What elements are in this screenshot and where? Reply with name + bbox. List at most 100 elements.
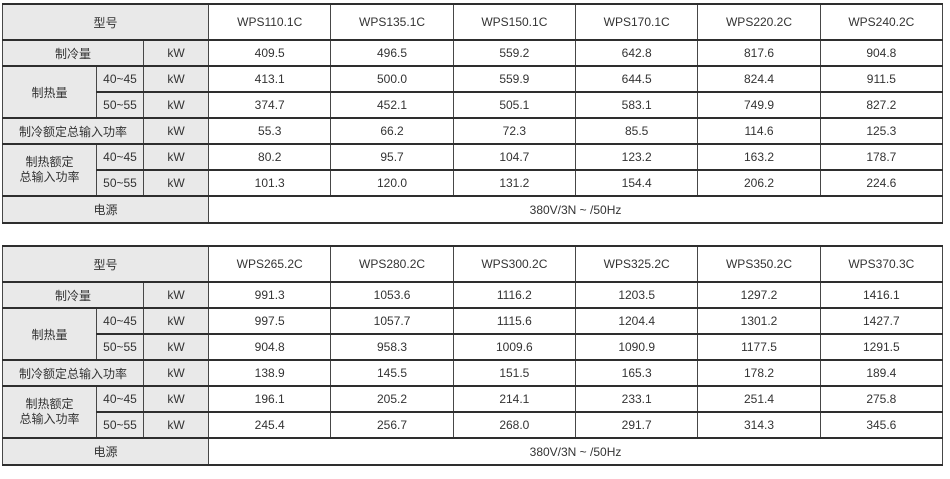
value-cell: 827.2 xyxy=(819,91,944,119)
power-supply-row: 电源 380V/3N ~ /50Hz xyxy=(1,437,943,466)
value-cell: 644.5 xyxy=(575,65,699,93)
range-cell: 50~55 xyxy=(96,411,144,439)
cooling-input-power-row: 制冷额定总输入功率 kW 138.9 145.5 151.5 165.3 178… xyxy=(2,359,944,387)
heating-input-power-row-50-55: 50~55 kW 245.4 256.7 268.0 291.7 314.3 3… xyxy=(3,411,944,439)
range-cell: 50~55 xyxy=(96,91,144,119)
model-row-label: 型号 xyxy=(1,3,210,41)
row-label-cell: 制冷额定总输入功率 xyxy=(2,117,144,145)
value-cell: 66.2 xyxy=(330,117,454,145)
value-cell: 138.9 xyxy=(208,359,332,387)
unit-cell: kW xyxy=(142,281,210,309)
model-row-label: 型号 xyxy=(1,245,210,283)
model-cell: WPS350.2C xyxy=(697,245,821,283)
unit-cell: kW xyxy=(142,385,210,413)
value-cell: 1090.9 xyxy=(575,333,699,361)
page: 型号 WPS110.1C WPS135.1C WPS150.1C WPS170.… xyxy=(1,3,944,466)
model-cell: WPS370.3C xyxy=(819,245,944,283)
unit-cell: kW xyxy=(142,39,210,67)
value-cell: 1177.5 xyxy=(697,333,821,361)
value-cell: 1297.2 xyxy=(697,281,821,309)
power-supply-value: 380V/3N ~ /50Hz xyxy=(208,437,943,466)
value-cell: 911.5 xyxy=(819,65,944,93)
heating-capacity-row-40-45: 制热量 40~45 kW 413.1 500.0 559.9 644.5 824… xyxy=(2,65,944,119)
value-cell: 165.3 xyxy=(575,359,699,387)
model-cell: WPS220.2C xyxy=(697,3,821,41)
value-cell: 214.1 xyxy=(452,385,577,413)
model-cell: WPS280.2C xyxy=(330,245,454,283)
value-cell: 1057.7 xyxy=(330,307,454,335)
heating-input-power-row-40-45: 制热额定 总输入功率 40~45 kW 80.2 95.7 104.7 123.… xyxy=(2,143,944,197)
value-cell: 154.4 xyxy=(575,169,699,197)
unit-cell: kW xyxy=(142,169,210,197)
model-cell: WPS240.2C xyxy=(819,3,944,41)
model-row: 型号 WPS265.2C WPS280.2C WPS300.2C WPS325.… xyxy=(1,245,944,283)
value-cell: 291.7 xyxy=(575,411,699,439)
row-label-cell: 制热量 xyxy=(2,307,97,361)
heating-capacity-row-50-55: 50~55 kW 374.7 452.1 505.1 583.1 749.9 8… xyxy=(3,91,944,119)
heating-capacity-row-40-45: 制热量 40~45 kW 997.5 1057.7 1115.6 1204.4 … xyxy=(2,307,944,361)
value-cell: 224.6 xyxy=(819,169,944,197)
value-cell: 151.5 xyxy=(452,359,577,387)
power-supply-value: 380V/3N ~ /50Hz xyxy=(208,195,943,224)
value-cell: 104.7 xyxy=(452,143,577,171)
value-cell: 500.0 xyxy=(330,65,454,93)
unit-cell: kW xyxy=(142,359,210,387)
value-cell: 268.0 xyxy=(452,411,577,439)
value-cell: 1009.6 xyxy=(452,333,577,361)
value-cell: 233.1 xyxy=(575,385,699,413)
unit-cell: kW xyxy=(142,65,210,93)
row-label-cell: 制冷量 xyxy=(2,39,144,67)
value-cell: 125.3 xyxy=(819,117,944,145)
unit-cell: kW xyxy=(142,117,210,145)
value-cell: 55.3 xyxy=(208,117,332,145)
value-cell: 997.5 xyxy=(208,307,332,335)
model-cell: WPS300.2C xyxy=(452,245,577,283)
value-cell: 904.8 xyxy=(819,39,944,67)
model-row: 型号 WPS110.1C WPS135.1C WPS150.1C WPS170.… xyxy=(1,3,944,41)
model-cell: WPS265.2C xyxy=(208,245,332,283)
value-cell: 275.8 xyxy=(819,385,944,413)
unit-cell: kW xyxy=(142,333,210,361)
value-cell: 817.6 xyxy=(697,39,821,67)
row-label-line2: 总输入功率 xyxy=(19,412,80,426)
value-cell: 642.8 xyxy=(575,39,699,67)
value-cell: 749.9 xyxy=(697,91,821,119)
value-cell: 904.8 xyxy=(208,333,332,361)
row-label-cell: 制冷额定总输入功率 xyxy=(2,359,144,387)
value-cell: 1115.6 xyxy=(452,307,577,335)
value-cell: 1416.1 xyxy=(819,281,944,309)
value-cell: 120.0 xyxy=(330,169,454,197)
range-cell: 40~45 xyxy=(96,385,144,413)
cooling-capacity-row: 制冷量 kW 991.3 1053.6 1116.2 1203.5 1297.2… xyxy=(2,281,944,309)
unit-cell: kW xyxy=(142,411,210,439)
value-cell: 189.4 xyxy=(819,359,944,387)
value-cell: 114.6 xyxy=(697,117,821,145)
model-cell: WPS170.1C xyxy=(575,3,699,41)
spec-table-2: 型号 WPS265.2C WPS280.2C WPS300.2C WPS325.… xyxy=(1,245,944,466)
value-cell: 72.3 xyxy=(452,117,577,145)
row-label-line1: 制热额定 xyxy=(25,155,74,169)
row-label-cell: 制热量 xyxy=(2,65,97,119)
value-cell: 991.3 xyxy=(208,281,332,309)
value-cell: 559.2 xyxy=(452,39,577,67)
value-cell: 1204.4 xyxy=(575,307,699,335)
value-cell: 101.3 xyxy=(208,169,332,197)
range-cell: 40~45 xyxy=(96,65,144,93)
value-cell: 145.5 xyxy=(330,359,454,387)
value-cell: 256.7 xyxy=(330,411,454,439)
value-cell: 131.2 xyxy=(452,169,577,197)
value-cell: 178.7 xyxy=(819,143,944,171)
value-cell: 178.2 xyxy=(697,359,821,387)
cooling-input-power-row: 制冷额定总输入功率 kW 55.3 66.2 72.3 85.5 114.6 1… xyxy=(2,117,944,145)
value-cell: 163.2 xyxy=(697,143,821,171)
value-cell: 413.1 xyxy=(208,65,332,93)
value-cell: 496.5 xyxy=(330,39,454,67)
value-cell: 505.1 xyxy=(452,91,577,119)
range-cell: 50~55 xyxy=(96,333,144,361)
power-supply-row: 电源 380V/3N ~ /50Hz xyxy=(1,195,943,224)
heating-capacity-row-50-55: 50~55 kW 904.8 958.3 1009.6 1090.9 1177.… xyxy=(3,333,944,361)
row-label-line1: 制热额定 xyxy=(25,397,74,411)
value-cell: 1301.2 xyxy=(697,307,821,335)
value-cell: 824.4 xyxy=(697,65,821,93)
value-cell: 95.7 xyxy=(330,143,454,171)
